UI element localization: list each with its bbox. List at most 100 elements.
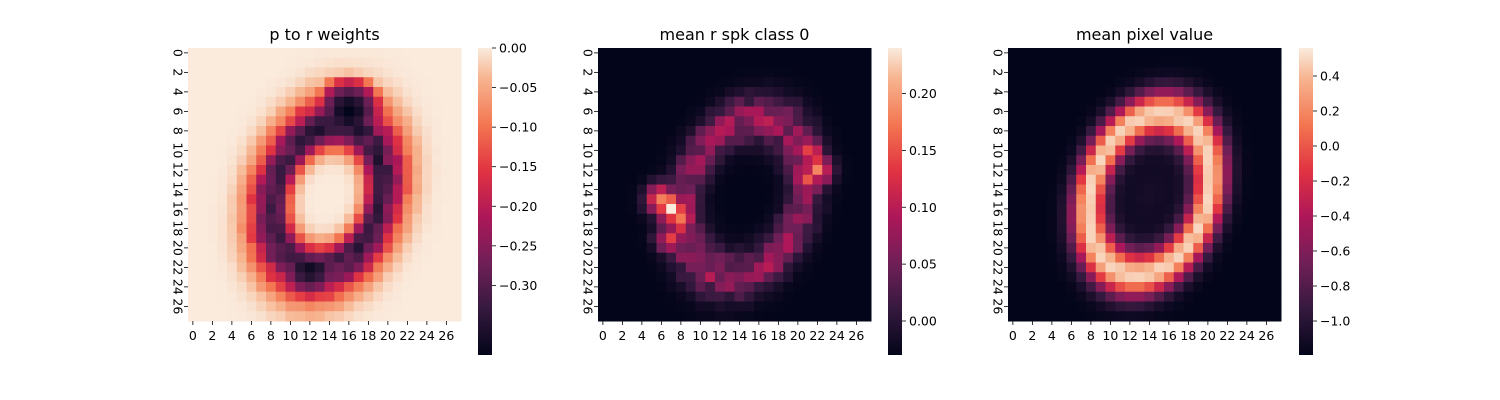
heatmap-cell xyxy=(392,301,403,312)
heatmap-cell xyxy=(266,194,277,205)
heatmap-cell xyxy=(1144,48,1155,59)
heatmap-cell xyxy=(666,155,677,166)
y-tick-label: 14 xyxy=(581,181,596,197)
heatmap-cell xyxy=(841,184,852,195)
heatmap-cell xyxy=(734,282,745,293)
heatmap-cell xyxy=(1095,184,1106,195)
heatmap-cell xyxy=(1008,165,1019,176)
heatmap-cell xyxy=(695,106,706,117)
heatmap-cell xyxy=(451,282,462,293)
heatmap-cell xyxy=(1164,116,1175,127)
heatmap-cell xyxy=(256,165,267,176)
heatmap-cell xyxy=(646,96,657,107)
x-tick-label: 0 xyxy=(189,328,197,343)
y-tick-label: 8 xyxy=(991,127,1006,135)
heatmap-cell xyxy=(734,106,745,117)
heatmap-cell xyxy=(715,233,726,244)
heatmap-cell xyxy=(188,311,199,322)
heatmap-cell xyxy=(1154,106,1165,117)
heatmap-cell xyxy=(392,126,403,137)
heatmap-cell xyxy=(295,272,306,283)
x-tick-label: 14 xyxy=(731,328,747,343)
heatmap-cell xyxy=(324,106,335,117)
heatmap-cell xyxy=(412,194,423,205)
heatmap-cell xyxy=(832,291,843,302)
heatmap-cell xyxy=(705,57,716,68)
heatmap-cell xyxy=(715,194,726,205)
heatmap-cell xyxy=(1251,174,1262,185)
heatmap-cell xyxy=(783,87,794,98)
heatmap-cell xyxy=(402,194,413,205)
heatmap-cell xyxy=(344,96,355,107)
heatmap-cell xyxy=(1047,174,1058,185)
heatmap-cell xyxy=(1017,174,1028,185)
heatmap-cell xyxy=(1056,223,1067,234)
heatmap-cell xyxy=(773,223,784,234)
heatmap-cell xyxy=(1086,96,1097,107)
heatmap-cell xyxy=(666,262,677,273)
heatmap-cell xyxy=(754,223,765,234)
heatmap-cell xyxy=(861,126,872,137)
heatmap-cell xyxy=(1066,155,1077,166)
heatmap-cell xyxy=(1134,291,1145,302)
heatmap-cell xyxy=(763,145,774,156)
heatmap-cell xyxy=(1193,301,1204,312)
heatmap-cell xyxy=(1261,87,1272,98)
heatmap-cell xyxy=(188,194,199,205)
heatmap-cell xyxy=(627,213,638,224)
heatmap-cell xyxy=(1251,155,1262,166)
heatmap-cell xyxy=(373,155,384,166)
heatmap-cell xyxy=(1076,194,1087,205)
heatmap-cell xyxy=(1232,155,1243,166)
heatmap-cell xyxy=(1008,301,1019,312)
heatmap-cell xyxy=(646,116,657,127)
colorbar-tick-label: 0.00 xyxy=(499,41,527,56)
heatmap-cell xyxy=(422,272,433,283)
colorbar-ticks: 0.000.050.100.150.20 xyxy=(902,86,937,329)
heatmap-cell xyxy=(724,262,735,273)
heatmap-cell xyxy=(188,77,199,88)
heatmap-cell xyxy=(783,145,794,156)
heatmap-cell xyxy=(861,184,872,195)
heatmap-cell xyxy=(1242,67,1253,78)
heatmap-cell xyxy=(851,243,862,254)
heatmap-cell xyxy=(1076,96,1087,107)
heatmap-cell xyxy=(841,155,852,166)
heatmap-cell xyxy=(1008,155,1019,166)
heatmap-cell xyxy=(715,291,726,302)
heatmap-cell xyxy=(851,223,862,234)
heatmap-cell xyxy=(431,57,442,68)
heatmap-cell xyxy=(344,272,355,283)
heatmap-cell xyxy=(1212,262,1223,273)
colorbar-tick-label: −0.20 xyxy=(499,199,537,214)
heatmap-cell xyxy=(1017,243,1028,254)
heatmap-cell xyxy=(724,233,735,244)
heatmap-cell xyxy=(1125,106,1136,117)
heatmap-cell xyxy=(1017,106,1028,117)
heatmap-cell xyxy=(207,184,218,195)
heatmap-cell xyxy=(1173,165,1184,176)
heatmap-cell xyxy=(802,77,813,88)
heatmap-cell xyxy=(802,87,813,98)
heatmap-cell xyxy=(295,213,306,224)
heatmap-cell xyxy=(841,57,852,68)
heatmap-cell xyxy=(1037,48,1048,59)
heatmap-cell xyxy=(266,252,277,263)
heatmap-cell xyxy=(227,243,238,254)
heatmap-cell xyxy=(412,262,423,273)
heatmap-cell xyxy=(1222,116,1233,127)
heatmap-cell xyxy=(734,272,745,283)
heatmap-cell xyxy=(1037,213,1048,224)
heatmap-cell xyxy=(793,184,804,195)
heatmap-cell xyxy=(353,155,364,166)
heatmap-cell xyxy=(383,204,394,215)
heatmap-cell xyxy=(383,311,394,322)
heatmap-cell xyxy=(451,48,462,59)
heatmap-cell xyxy=(334,174,345,185)
heatmap-cell xyxy=(1203,67,1214,78)
heatmap-cell xyxy=(256,194,267,205)
heatmap-cell xyxy=(441,77,452,88)
heatmap-cell xyxy=(431,48,442,59)
heatmap-cell xyxy=(705,204,716,215)
